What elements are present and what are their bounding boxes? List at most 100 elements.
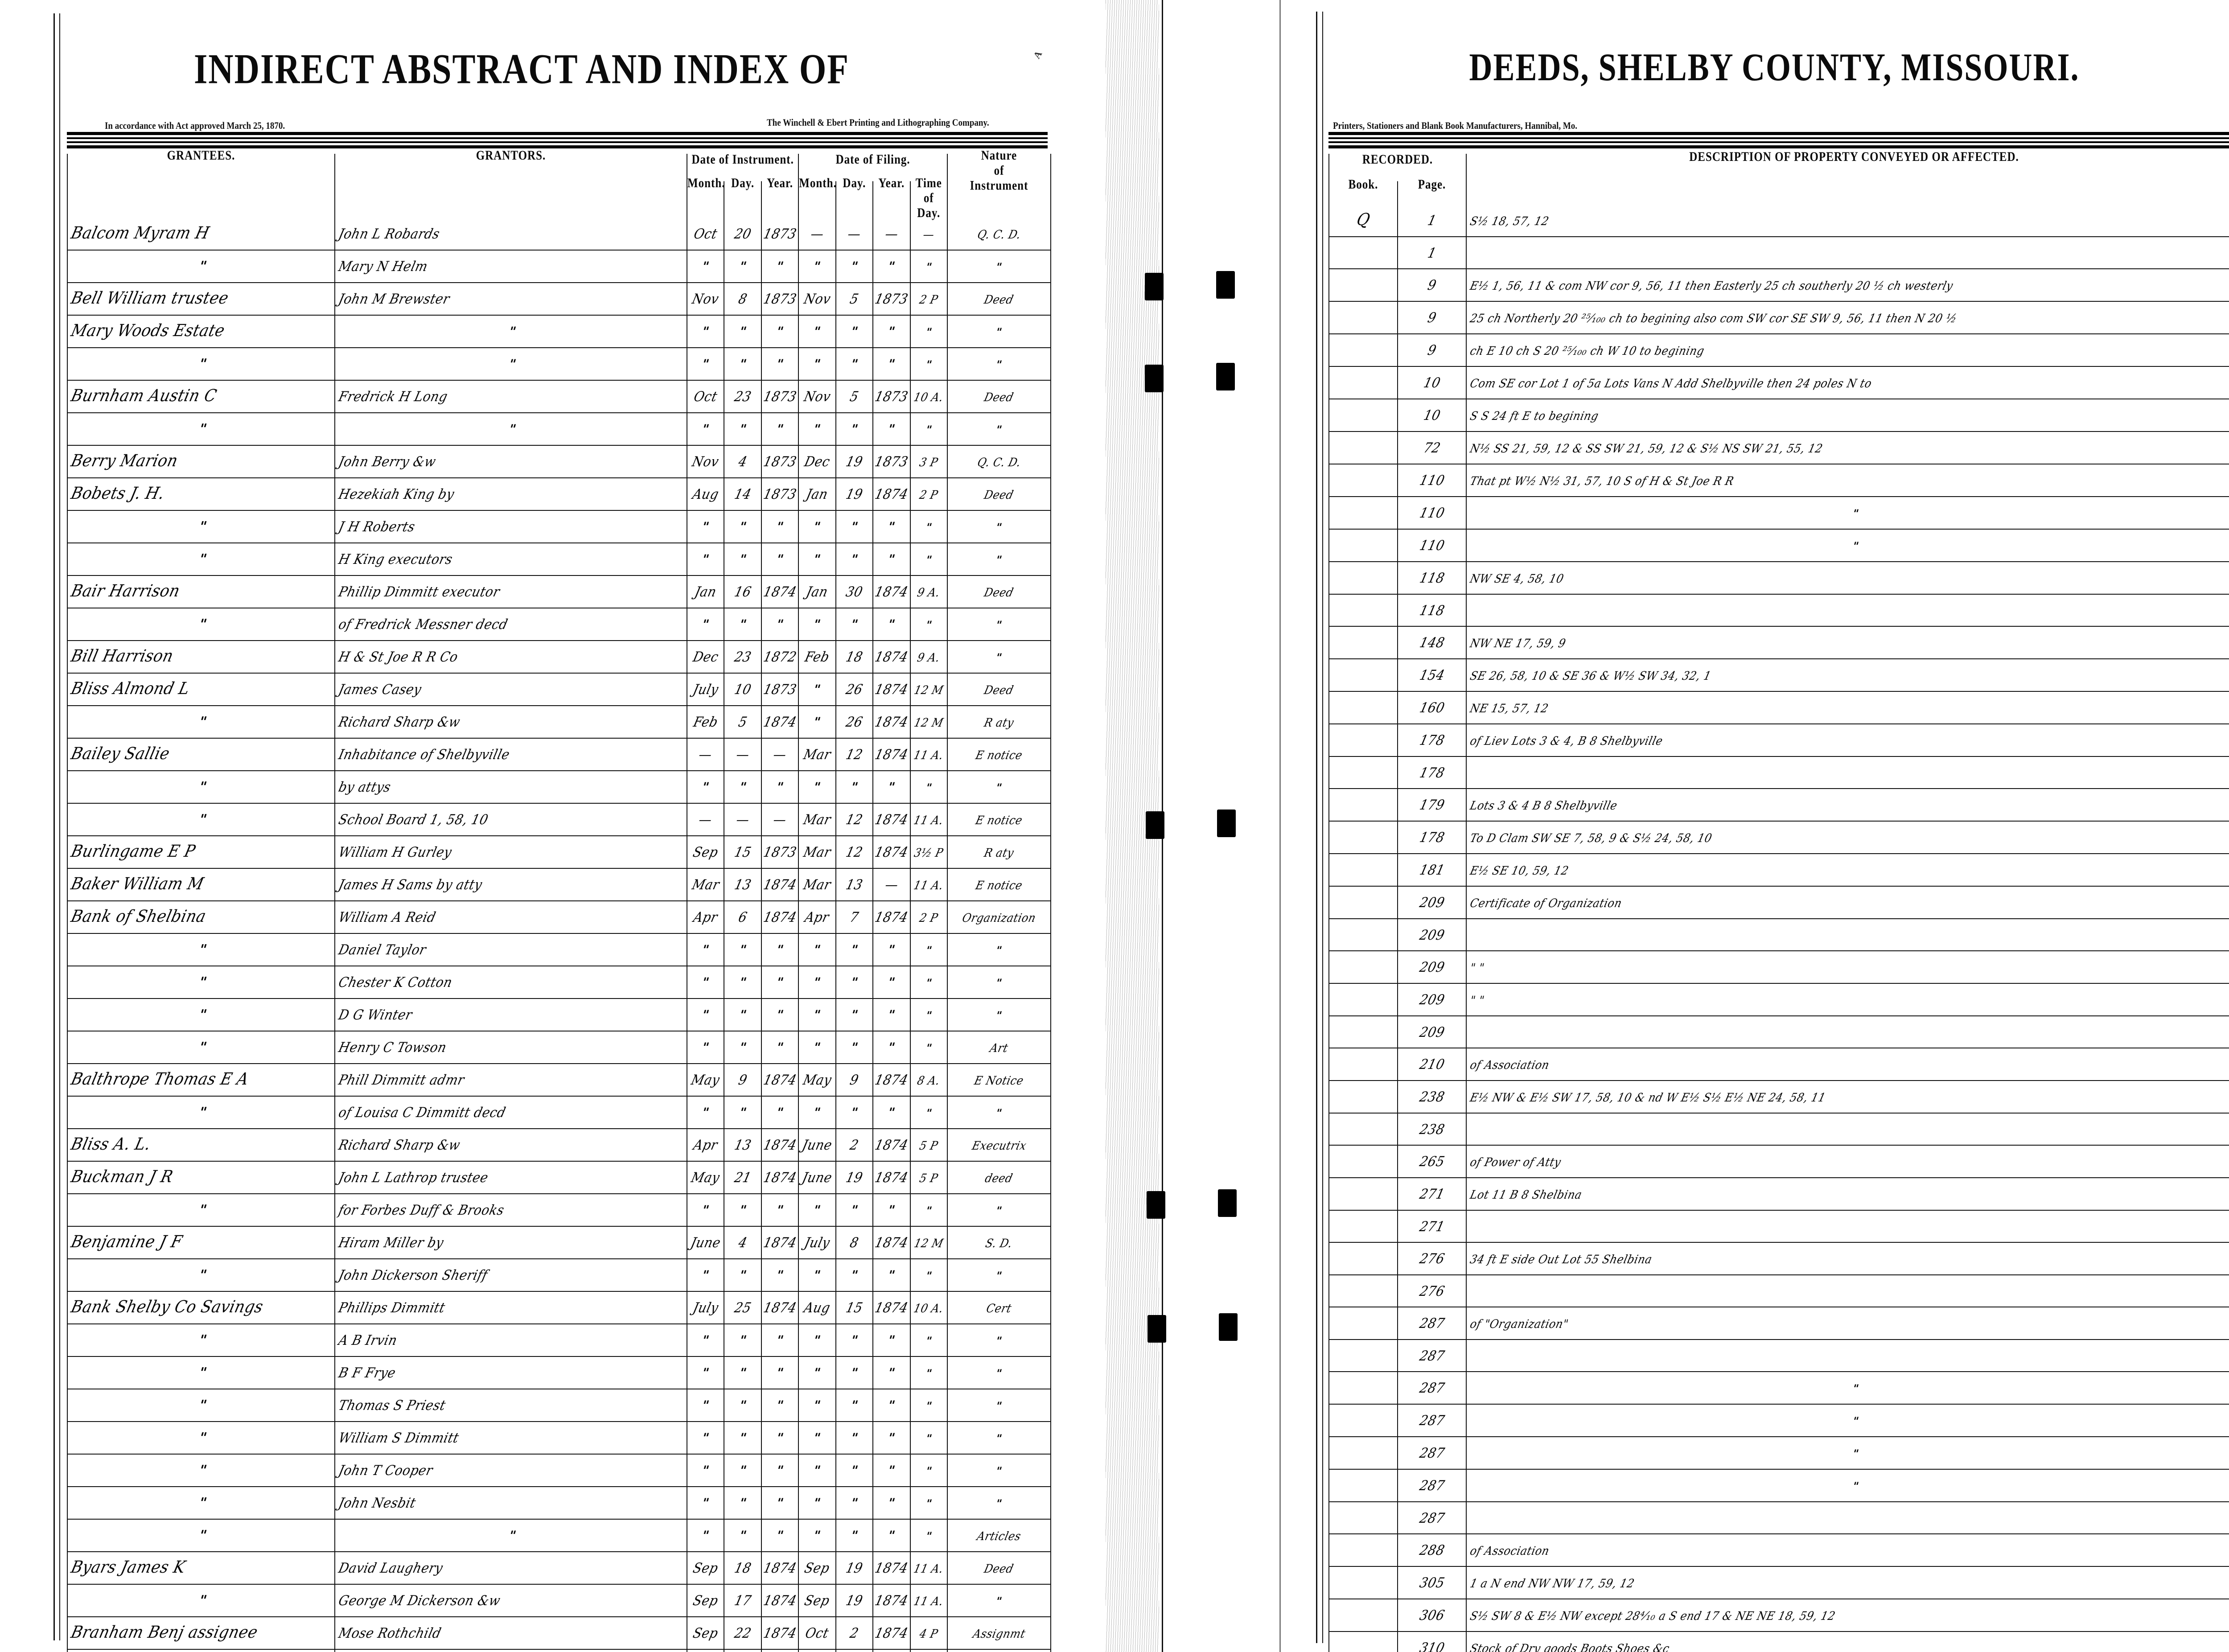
table-row[interactable]: Bill Harrison H & St Joe R R Co Dec 23 1872 F… <box>67 640 1051 674</box>
cell-instrument-day[interactable]: 20 <box>724 217 762 251</box>
cell-filing-time[interactable]: 11 A. <box>909 1584 948 1617</box>
cell-book[interactable] <box>1328 983 1398 1016</box>
cell-page[interactable]: 238 <box>1397 1113 1467 1146</box>
cell-filing-year[interactable]: 1874 <box>872 1128 911 1162</box>
cell-book[interactable] <box>1328 1599 1398 1632</box>
table-row[interactable]: 287 " <box>1328 1436 2229 1470</box>
cell-instrument-month[interactable]: " <box>686 1258 725 1292</box>
table-row[interactable]: 181 E½ SE 10, 59, 12 <box>1328 853 2229 887</box>
cell-filing-year[interactable]: " <box>872 1323 911 1357</box>
table-row[interactable]: 9 25 ch Northerly 20 ²⁵⁄₁₀₀ ch to beginin… <box>1328 301 2229 334</box>
cell-instrument-day[interactable]: " <box>724 1193 762 1227</box>
cell-grantor[interactable]: J H Roberts <box>334 510 687 543</box>
cell-book[interactable] <box>1328 1339 1398 1372</box>
cell-filing-time[interactable]: 3½ P <box>909 835 948 869</box>
cell-nature-of-instrument[interactable]: " <box>947 1389 1051 1422</box>
cell-grantee[interactable]: " <box>67 1193 335 1227</box>
cell-book[interactable] <box>1328 756 1398 789</box>
table-row[interactable]: 179 Lots 3 & 4 B 8 Shelbyville <box>1328 788 2229 822</box>
cell-filing-day[interactable]: 8 <box>835 1226 874 1259</box>
table-row[interactable]: " George M Dickerson &w Sep 17 1874 Sep 19 1874… <box>67 1584 1051 1617</box>
cell-instrument-year[interactable]: — <box>761 738 799 771</box>
cell-filing-year[interactable]: — <box>872 217 911 251</box>
cell-filing-time[interactable]: 11 A. <box>909 1551 948 1585</box>
cell-grantee[interactable]: " <box>67 770 335 804</box>
table-row[interactable]: " of Louisa C Dimmitt decd " " " " " " " " <box>67 1096 1051 1129</box>
table-row[interactable]: 178 <box>1328 756 2229 789</box>
cell-book[interactable] <box>1328 853 1398 887</box>
cell-grantee[interactable]: Byars James K <box>67 1551 335 1585</box>
cell-instrument-day[interactable]: " <box>724 1323 762 1357</box>
table-row[interactable]: " " " " " " " " " Articles <box>67 1519 1051 1552</box>
cell-page[interactable]: 287 <box>1397 1501 1467 1534</box>
cell-page[interactable]: 306 <box>1397 1599 1467 1632</box>
cell-page[interactable]: 1 <box>1397 204 1467 237</box>
cell-filing-year[interactable]: 1873 <box>872 445 911 478</box>
cell-grantor[interactable]: James Casey <box>334 673 687 706</box>
cell-filing-day[interactable]: " <box>835 608 874 641</box>
cell-book[interactable] <box>1328 821 1398 854</box>
cell-instrument-year[interactable]: 1874 <box>761 575 799 608</box>
cell-instrument-day[interactable]: " <box>724 1258 762 1292</box>
cell-page[interactable]: 9 <box>1397 333 1467 367</box>
cell-page[interactable]: 148 <box>1397 626 1467 659</box>
cell-instrument-month[interactable]: " <box>686 1454 725 1487</box>
table-row[interactable]: 1 <box>1328 236 2229 269</box>
cell-description[interactable]: 25 ch Northerly 20 ²⁵⁄₁₀₀ ch to begining… <box>1466 301 2229 334</box>
cell-instrument-day[interactable]: 21 <box>724 1161 762 1194</box>
cell-filing-day[interactable]: " <box>835 347 874 381</box>
cell-book[interactable] <box>1328 1566 1398 1599</box>
cell-filing-time[interactable]: 12 M <box>909 673 948 706</box>
cell-instrument-day[interactable]: " <box>724 1389 762 1422</box>
cell-grantor[interactable]: George M Dickerson &w <box>334 1584 687 1617</box>
cell-filing-year[interactable]: " <box>872 412 911 446</box>
cell-instrument-year[interactable]: 1874 <box>761 705 799 739</box>
cell-filing-day[interactable]: " <box>835 1519 874 1552</box>
table-row[interactable]: " B F Frye " " " " " " " " <box>67 1356 1051 1389</box>
cell-filing-year[interactable]: " <box>872 770 911 804</box>
cell-grantee[interactable]: Baker William M <box>67 868 335 901</box>
cell-page[interactable]: 179 <box>1397 788 1467 822</box>
cell-nature-of-instrument[interactable]: " <box>947 1584 1051 1617</box>
cell-filing-day[interactable]: " <box>835 1031 874 1064</box>
cell-filing-day[interactable]: 12 <box>835 835 874 869</box>
cell-filing-time[interactable]: " <box>909 542 948 576</box>
cell-page[interactable]: 178 <box>1397 756 1467 789</box>
cell-filing-month[interactable]: Aug <box>798 1291 836 1324</box>
cell-page[interactable]: 209 <box>1397 950 1467 984</box>
cell-instrument-day[interactable]: 10 <box>724 673 762 706</box>
cell-filing-time[interactable]: 2 P <box>909 1649 948 1652</box>
table-row[interactable]: Burlingame E P William H Gurley Sep 15 1873 M… <box>67 835 1051 869</box>
cell-book[interactable] <box>1328 1404 1398 1437</box>
cell-grantee[interactable]: " <box>67 412 335 446</box>
cell-description[interactable] <box>1466 1274 2229 1307</box>
cell-instrument-day[interactable]: " <box>724 933 762 966</box>
cell-page[interactable]: 238 <box>1397 1080 1467 1114</box>
cell-grantor[interactable]: H King executors <box>334 542 687 576</box>
cell-instrument-year[interactable]: " <box>761 966 799 999</box>
cell-nature-of-instrument[interactable]: " <box>947 933 1051 966</box>
table-row[interactable]: 287 " <box>1328 1469 2229 1502</box>
cell-instrument-month[interactable]: " <box>686 1421 725 1455</box>
cell-filing-year[interactable]: — <box>872 868 911 901</box>
cell-page[interactable]: 10 <box>1397 366 1467 399</box>
cell-page[interactable]: 209 <box>1397 983 1467 1016</box>
cell-instrument-month[interactable]: " <box>686 1486 725 1520</box>
cell-book[interactable] <box>1328 399 1398 432</box>
table-row[interactable]: Byars James K David Laughery Sep 18 1874 Sep 1… <box>67 1551 1051 1585</box>
cell-nature-of-instrument[interactable]: Organization <box>947 900 1051 934</box>
table-row[interactable]: Baker William M James H Sams by atty Mar 13… <box>67 868 1051 901</box>
table-row[interactable]: 210 of Association <box>1328 1048 2229 1081</box>
cell-filing-day[interactable]: — <box>835 217 874 251</box>
cell-filing-year[interactable]: " <box>872 608 911 641</box>
cell-instrument-month[interactable]: — <box>686 738 725 771</box>
cell-instrument-year[interactable]: " <box>761 1389 799 1422</box>
table-row[interactable]: " Daniel Taylor " " " " " " " " <box>67 933 1051 966</box>
table-row[interactable]: 118 NW SE 4, 58, 10 <box>1328 561 2229 595</box>
table-row[interactable]: 9 E½ 1, 56, 11 & com NW cor 9, 56, 11 the… <box>1328 268 2229 302</box>
table-row[interactable]: Berry Marion John Berry &w Nov 4 1873 Dec 19 18… <box>67 445 1051 478</box>
cell-filing-day[interactable]: 13 <box>835 868 874 901</box>
table-row[interactable]: Benjamine J F Hiram Miller by June 4 1874 Jul… <box>67 1226 1051 1259</box>
cell-filing-time[interactable]: 11 A. <box>909 803 948 836</box>
